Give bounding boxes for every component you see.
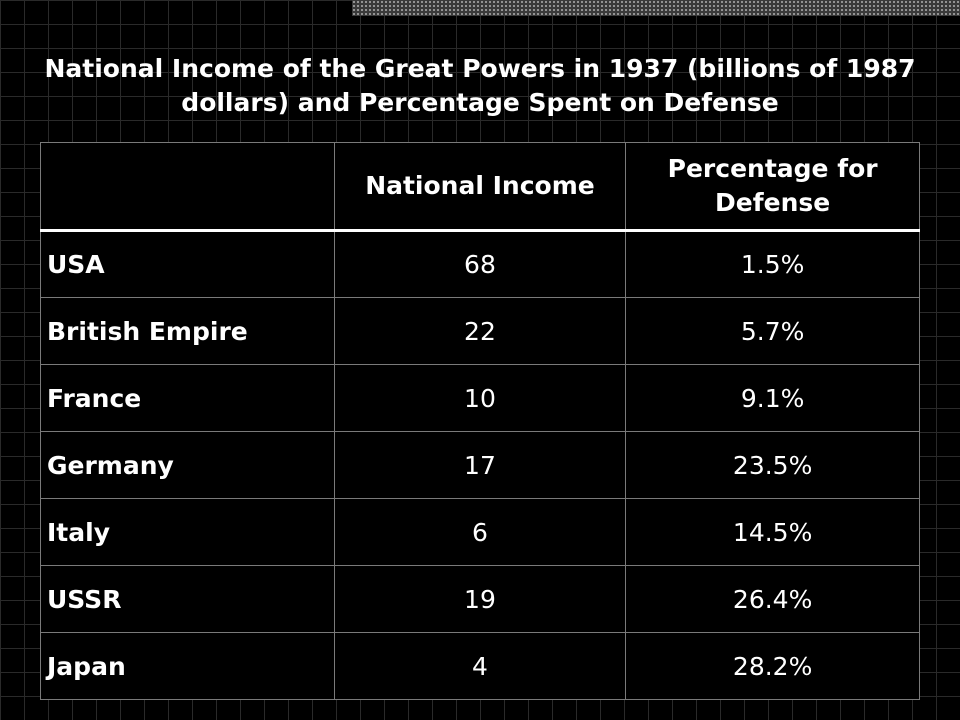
data-table: National Income Percentage for Defense U… bbox=[40, 142, 920, 700]
national-income-cell: 6 bbox=[333, 498, 627, 566]
country-cell: France bbox=[40, 364, 335, 432]
national-income-cell: 4 bbox=[333, 632, 627, 700]
defense-percentage-cell: 5.7% bbox=[625, 297, 920, 365]
table-row: Italy 6 14.5% bbox=[40, 498, 920, 566]
table-row: Germany 17 23.5% bbox=[40, 431, 920, 499]
table-header-row: National Income Percentage for Defense bbox=[40, 142, 920, 232]
defense-percentage-cell: 28.2% bbox=[625, 632, 920, 700]
country-cell: USSR bbox=[40, 565, 335, 633]
national-income-cell: 17 bbox=[333, 431, 627, 499]
country-cell: Italy bbox=[40, 498, 335, 566]
national-income-cell: 68 bbox=[333, 230, 627, 298]
header-cell-defense-percentage: Percentage for Defense bbox=[625, 142, 920, 232]
table-row: USA 68 1.5% bbox=[40, 230, 920, 298]
table-row: USSR 19 26.4% bbox=[40, 565, 920, 633]
table-body: USA 68 1.5% British Empire 22 5.7% France 10 9.1… bbox=[40, 230, 920, 700]
defense-percentage-cell: 23.5% bbox=[625, 431, 920, 499]
national-income-cell: 19 bbox=[333, 565, 627, 633]
defense-percentage-cell: 14.5% bbox=[625, 498, 920, 566]
corner-pattern-decoration bbox=[352, 0, 960, 16]
table-row: Japan 4 28.2% bbox=[40, 632, 920, 700]
defense-percentage-cell: 9.1% bbox=[625, 364, 920, 432]
header-cell-country bbox=[40, 142, 335, 232]
national-income-cell: 10 bbox=[333, 364, 627, 432]
country-cell: USA bbox=[40, 230, 335, 298]
country-cell: British Empire bbox=[40, 297, 335, 365]
header-cell-national-income: National Income bbox=[333, 142, 627, 232]
defense-percentage-cell: 1.5% bbox=[625, 230, 920, 298]
national-income-cell: 22 bbox=[333, 297, 627, 365]
slide-title: National Income of the Great Powers in 1… bbox=[44, 54, 916, 117]
defense-percentage-cell: 26.4% bbox=[625, 565, 920, 633]
country-cell: Japan bbox=[40, 632, 335, 700]
country-cell: Germany bbox=[40, 431, 335, 499]
table-row: British Empire 22 5.7% bbox=[40, 297, 920, 365]
table-row: France 10 9.1% bbox=[40, 364, 920, 432]
